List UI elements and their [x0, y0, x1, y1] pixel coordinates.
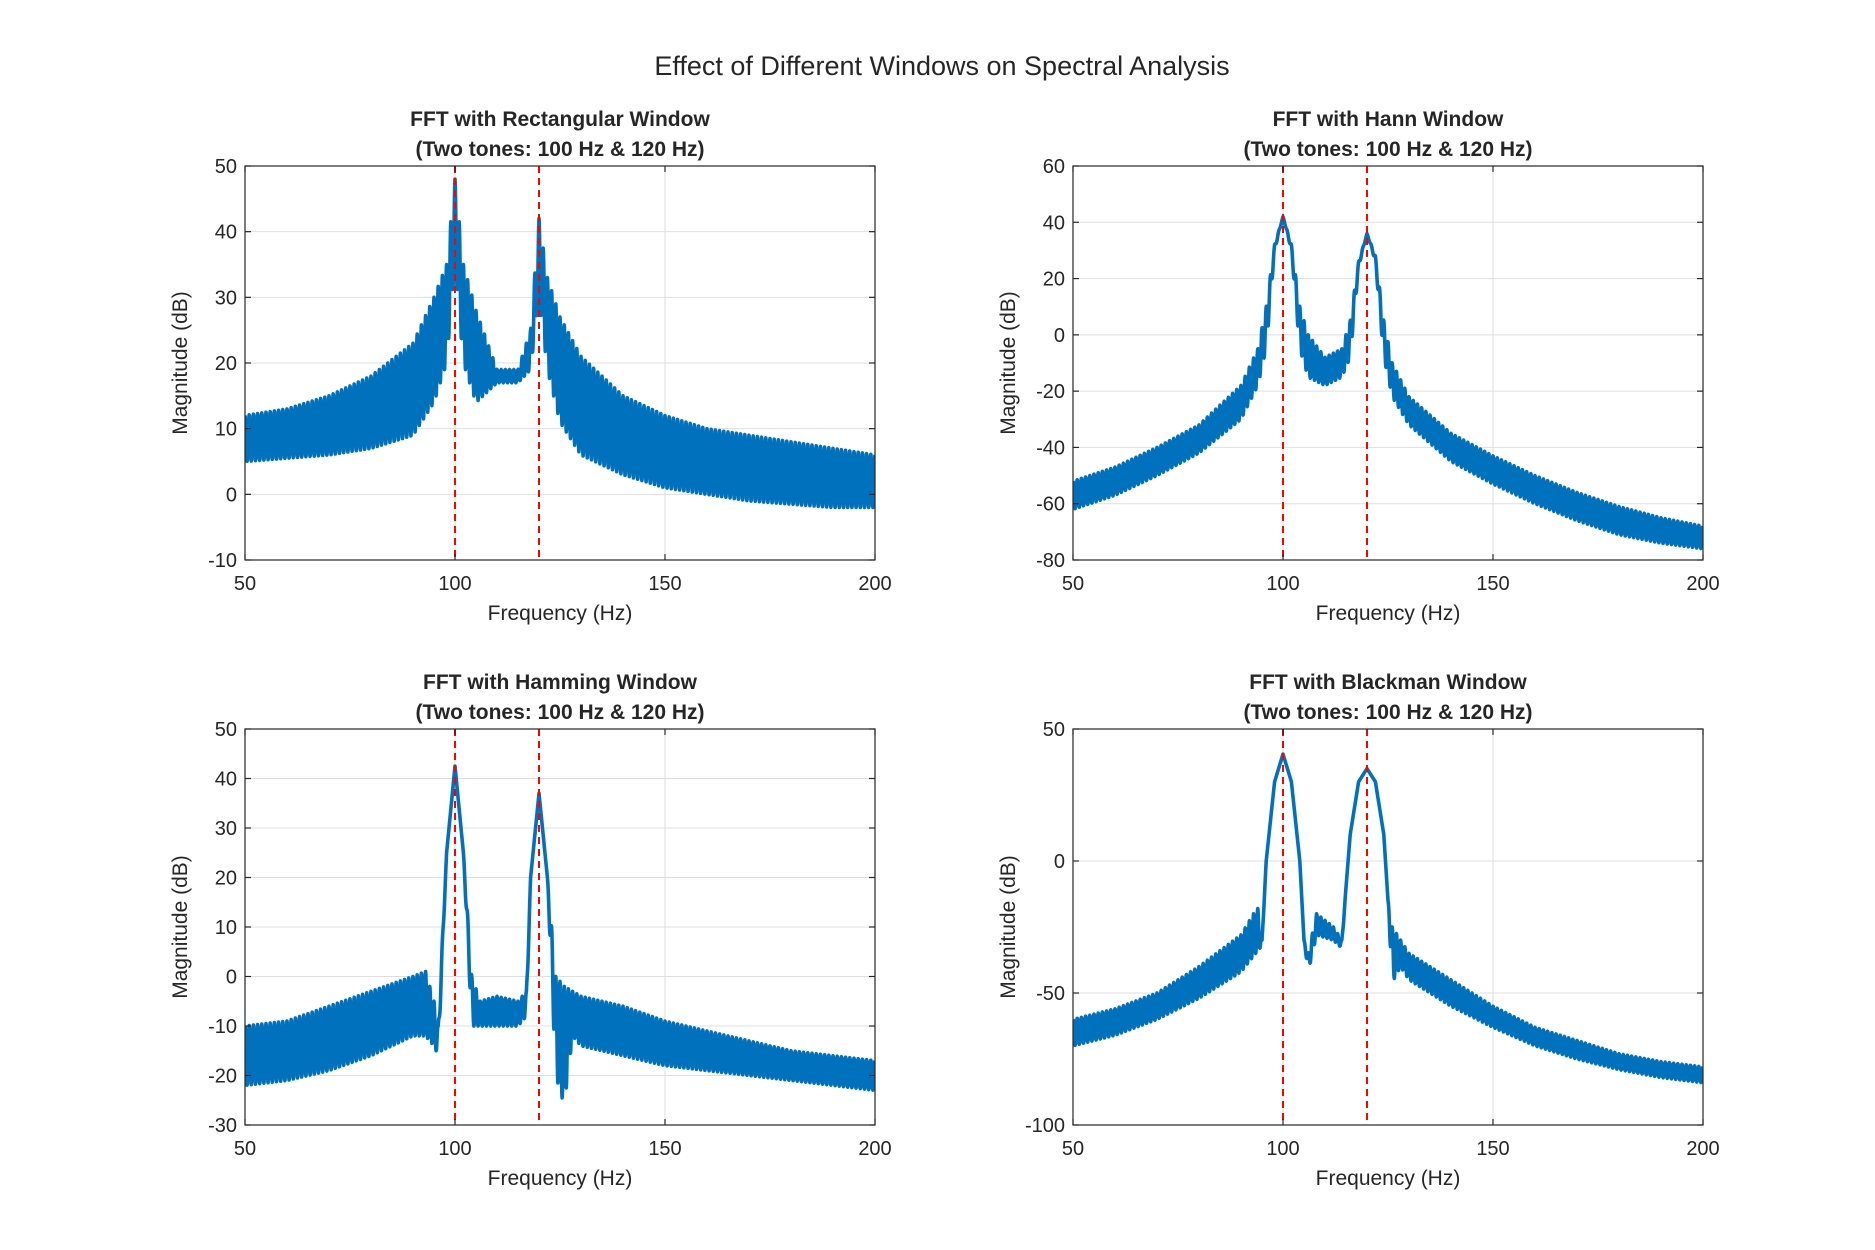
- y-tick-label: 0: [1054, 851, 1065, 873]
- series-line: [245, 764, 875, 1100]
- axes-box: [1072, 728, 1704, 1126]
- y-tick-label: -10: [208, 1016, 237, 1038]
- subplot-subtitle: (Two tones: 100 Hz & 120 Hz): [1244, 701, 1533, 724]
- x-tick-label: 50: [234, 573, 256, 595]
- y-tick-label: 20: [215, 353, 237, 375]
- subplot-subtitle: (Two tones: 100 Hz & 120 Hz): [1244, 138, 1533, 161]
- subplot-hamming: 50 100 150 200 -30 -20 -10 0 10 20 30 40 50 FFT with …: [169, 671, 892, 1190]
- y-axis-label: Magnitude (dB): [997, 855, 1020, 999]
- x-axis-label: Frequency (Hz): [488, 1167, 633, 1190]
- y-tick-label: 0: [226, 484, 237, 506]
- x-axis-label: Frequency (Hz): [1316, 1167, 1461, 1190]
- y-tick-label: 40: [215, 769, 237, 791]
- y-tick-label: -20: [208, 1066, 237, 1088]
- x-axis-label: Frequency (Hz): [1316, 602, 1461, 625]
- y-tick-label: 60: [1043, 156, 1065, 178]
- subplot-blackman: 50 100 150 200 -100 -50 0 50 FFT with Blackman W…: [997, 671, 1720, 1190]
- y-tick-label: 50: [215, 719, 237, 741]
- y-tick-label: -40: [1036, 437, 1065, 459]
- y-tick-label: 20: [215, 868, 237, 890]
- figure-title: Effect of Different Windows on Spectral …: [654, 51, 1229, 81]
- x-tick-label: 150: [648, 573, 681, 595]
- y-tick-label: 40: [215, 222, 237, 244]
- series-line: [1073, 752, 1703, 1085]
- y-tick-label: 10: [215, 917, 237, 939]
- y-tick-label: 30: [215, 287, 237, 309]
- subplot-subtitle: (Two tones: 100 Hz & 120 Hz): [416, 701, 705, 724]
- y-axis-label: Magnitude (dB): [169, 855, 192, 999]
- subplot-subtitle: (Two tones: 100 Hz & 120 Hz): [416, 138, 705, 161]
- x-tick-label: 100: [1266, 573, 1299, 595]
- x-tick-label: 200: [858, 573, 891, 595]
- subplot-title: FFT with Hann Window: [1273, 108, 1504, 131]
- x-tick-label: 100: [438, 1138, 471, 1160]
- y-axis-label: Magnitude (dB): [997, 291, 1020, 435]
- y-tick-label: -50: [1036, 983, 1065, 1005]
- x-tick-label: 50: [1062, 573, 1084, 595]
- x-tick-label: 150: [1476, 1138, 1509, 1160]
- axes-box: [1072, 165, 1704, 561]
- subplot-title: FFT with Hamming Window: [423, 671, 698, 694]
- y-tick-label: 0: [1054, 325, 1065, 347]
- series-line: [1073, 214, 1703, 551]
- y-tick-label: 0: [226, 967, 237, 989]
- y-tick-label: 50: [1043, 719, 1065, 741]
- subplot-title: FFT with Blackman Window: [1249, 671, 1527, 694]
- y-tick-label: -80: [1036, 550, 1065, 572]
- subplot-rectangular: 50 100 150 200 -10 0 10 20 30 40 50 FFT with Rectan…: [169, 108, 892, 625]
- x-tick-label: 100: [1266, 1138, 1299, 1160]
- y-tick-label: -10: [208, 550, 237, 572]
- y-tick-label: -60: [1036, 494, 1065, 516]
- x-tick-label: 150: [648, 1138, 681, 1160]
- x-tick-label: 200: [858, 1138, 891, 1160]
- x-tick-label: 200: [1686, 1138, 1719, 1160]
- x-tick-label: 100: [438, 573, 471, 595]
- subplot-hann: 50 100 150 200 -80 -60 -40 -20 0 20 40 60 FFT with H…: [997, 108, 1720, 625]
- x-tick-label: 50: [1062, 1138, 1084, 1160]
- x-axis-label: Frequency (Hz): [488, 602, 633, 625]
- x-tick-label: 50: [234, 1138, 256, 1160]
- y-axis-label: Magnitude (dB): [169, 291, 192, 435]
- y-tick-label: -30: [208, 1115, 237, 1137]
- y-tick-label: 20: [1043, 269, 1065, 291]
- series-line: [245, 177, 875, 510]
- y-tick-label: 40: [1043, 212, 1065, 234]
- y-tick-label: 10: [215, 419, 237, 441]
- x-tick-label: 200: [1686, 573, 1719, 595]
- y-tick-label: 30: [215, 818, 237, 840]
- subplot-title: FFT with Rectangular Window: [410, 108, 710, 131]
- y-tick-label: -20: [1036, 381, 1065, 403]
- y-tick-label: -100: [1025, 1115, 1065, 1137]
- y-tick-label: 50: [215, 156, 237, 178]
- x-tick-label: 150: [1476, 573, 1509, 595]
